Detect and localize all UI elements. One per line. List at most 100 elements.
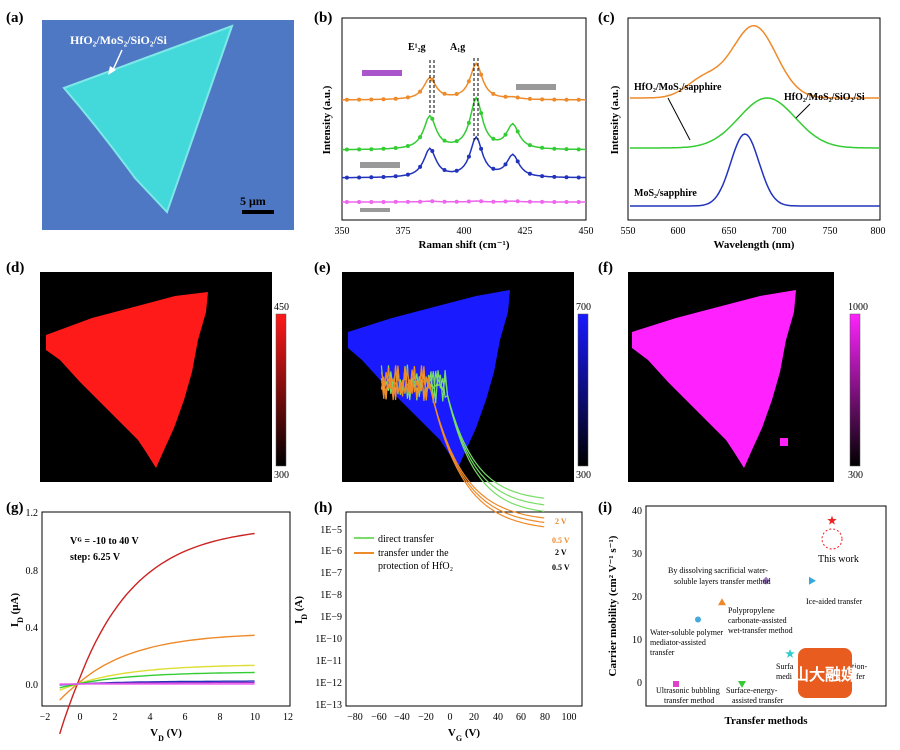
- plot-frame-b: [341, 17, 587, 221]
- panel-label-h: (h): [314, 500, 332, 516]
- plot-frame-i: [645, 505, 887, 707]
- raman-marker-blue: [515, 159, 520, 164]
- xtick-b-400: 400: [457, 226, 472, 237]
- flake-map-f: [632, 290, 796, 468]
- xtick-b-425: 425: [518, 226, 533, 237]
- raman-marker-green: [466, 120, 471, 125]
- raman-marker-orange: [369, 97, 374, 102]
- legend-h1: direct transfer: [378, 534, 434, 545]
- output-series-3: [59, 671, 255, 689]
- raman-marker-blue: [357, 175, 362, 180]
- legend-h2a: transfer under the: [378, 548, 449, 559]
- raman-marker-pink: [540, 199, 545, 204]
- raman-marker-green: [515, 129, 520, 134]
- scale-bar: [242, 210, 274, 214]
- xtick-h-m60: −60: [371, 712, 387, 723]
- mos2-flake: [62, 24, 234, 214]
- raman-marker-orange: [418, 89, 423, 94]
- raman-marker-orange: [393, 96, 398, 101]
- raman-marker-blue: [552, 174, 557, 179]
- pointer-c2: [795, 103, 811, 119]
- raman-marker-orange: [442, 91, 447, 96]
- raman-marker-orange: [344, 97, 349, 102]
- raman-marker-pink: [369, 200, 374, 204]
- ytick-h-1e-7: 1E−7: [320, 568, 342, 579]
- raman-marker-green: [393, 146, 398, 150]
- panel-f: 1000 300 (f): [598, 260, 868, 482]
- raman-marker-green: [357, 147, 362, 152]
- xlabel-g: VD (V): [150, 727, 182, 743]
- raman-marker-pink: [454, 199, 459, 204]
- watermark-badge: [798, 648, 852, 698]
- raman-marker-orange: [381, 97, 386, 102]
- ylabel-g: ID (μA): [9, 593, 25, 628]
- panel-a: HfO₂/MoS₂/SiO₂/Si 5 μm (a): [6, 10, 294, 230]
- stack-icon-2: [516, 84, 556, 90]
- ytick-g-12: 1.2: [26, 508, 39, 519]
- colorbar-f-min: 300: [848, 470, 863, 481]
- colorbar-e-max: 700: [576, 302, 591, 313]
- raman-marker-blue: [344, 175, 349, 180]
- output-series-2: [59, 664, 255, 691]
- raman-marker-pink: [418, 199, 423, 204]
- point-label-ice: Ice-aided transfer: [806, 597, 863, 606]
- raman-marker-pink: [442, 199, 447, 204]
- series-label-c1: HfO₂/MoS₂/sapphire: [634, 82, 722, 93]
- raman-marker-green: [369, 147, 374, 152]
- ytick-i-0: 0: [637, 678, 642, 689]
- mobility-point-0: [673, 681, 679, 687]
- xtick-h-40: 40: [493, 712, 503, 723]
- point-label-ultrasonic-1: Ultrasonic bubbling: [656, 686, 720, 695]
- raman-marker-green: [454, 139, 459, 144]
- raman-marker-green: [344, 147, 349, 152]
- raman-marker-orange: [479, 72, 484, 77]
- xtick-b-450: 450: [579, 226, 594, 237]
- point-label-ultrasonic-2: transfer method: [664, 696, 714, 705]
- raman-marker-orange: [454, 92, 459, 96]
- point-label-surface-energy-2: assisted transfer: [732, 696, 784, 705]
- transfer-series-1-2: [380, 365, 545, 519]
- xlabel-c: Wavelength (nm): [714, 239, 795, 251]
- panel-label-e: (e): [314, 260, 331, 276]
- ytick-h-1e-10: 1E−10: [315, 634, 342, 645]
- mobility-point-4: [738, 681, 746, 688]
- ylabel-c: Intensity (a.u.): [609, 85, 621, 154]
- panel-d: 450 300 E¹₂g intensity (d): [6, 260, 289, 482]
- xtick-g-12: 12: [283, 712, 293, 723]
- colorbar-f-max: 1000: [848, 302, 868, 313]
- point-label-surface-2: medi: [776, 672, 793, 681]
- raman-marker-blue: [576, 175, 581, 180]
- raman-marker-pink: [503, 199, 508, 204]
- panel-e: 700 300 A₁g intensity (e): [314, 260, 591, 482]
- raman-marker-green: [540, 145, 545, 150]
- xtick-g-m2: −2: [40, 712, 51, 723]
- ytick-i-10: 10: [632, 635, 642, 646]
- flake-map-d: [46, 292, 208, 468]
- raman-marker-pink: [381, 200, 386, 204]
- mobility-point-1: [695, 616, 701, 623]
- xtick-h-80: 80: [540, 712, 550, 723]
- watermark-text: 山大融媒: [793, 665, 858, 684]
- sample-label: HfO₂/MoS₂/SiO₂/Si: [70, 33, 167, 47]
- xtick-h-100: 100: [562, 712, 577, 723]
- ylabel-i: Carrier mobility (cm² V⁻¹ s⁻¹): [607, 535, 619, 676]
- ytick-g-00: 0.0: [26, 680, 39, 691]
- raman-marker-green: [491, 136, 496, 141]
- raman-marker-green: [564, 147, 569, 152]
- xtick-h-20: 20: [469, 712, 479, 723]
- raman-marker-blue: [442, 168, 447, 172]
- output-series-1: [59, 634, 255, 701]
- xtick-b-350: 350: [335, 226, 350, 237]
- point-label-ppc-3: wet-transfer method: [728, 626, 793, 635]
- xtick-h-0: 0: [448, 712, 453, 723]
- peak-label-a1g: A₁g: [450, 42, 465, 53]
- raman-marker-pink: [576, 200, 581, 204]
- raman-marker-blue: [430, 149, 435, 153]
- ytick-h-1e-9: 1E−9: [320, 612, 342, 623]
- raman-marker-pink: [479, 199, 484, 204]
- raman-marker-orange: [540, 97, 545, 102]
- xtick-g-4: 4: [148, 712, 153, 723]
- raman-marker-pink: [357, 200, 362, 204]
- mobility-point-5: [785, 648, 795, 658]
